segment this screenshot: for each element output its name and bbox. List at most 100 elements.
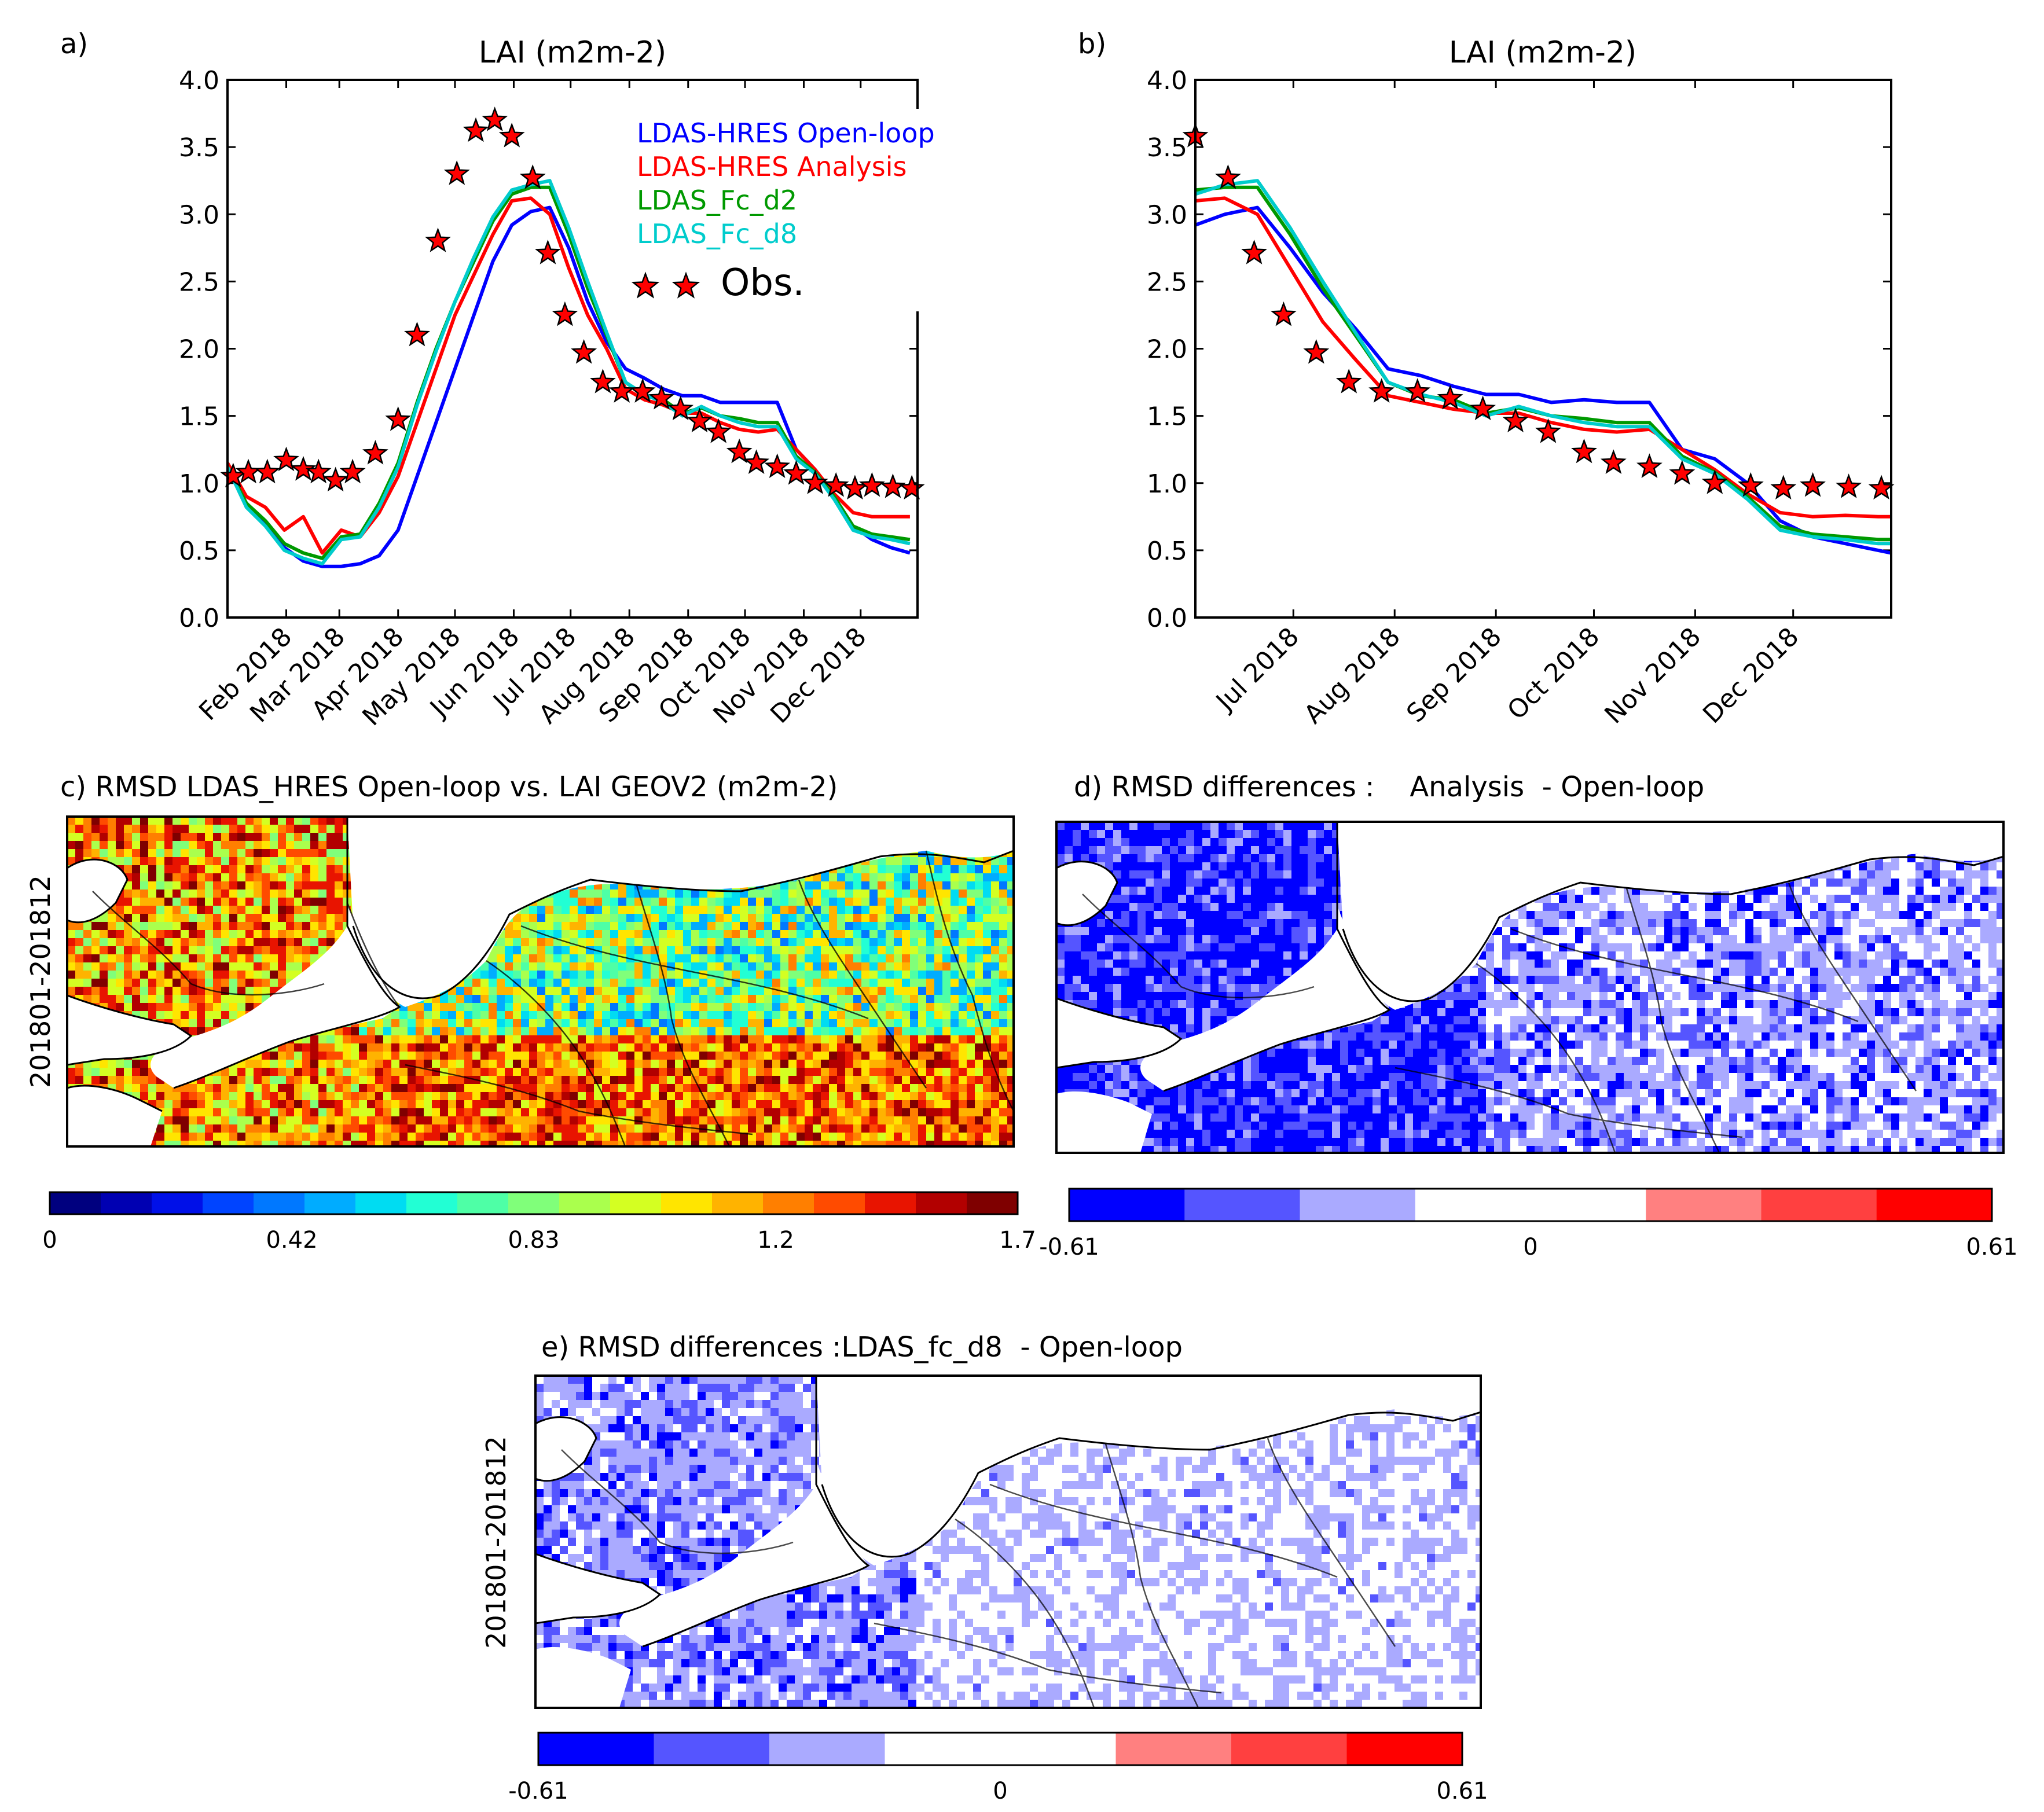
map-cell	[667, 1100, 676, 1109]
map-cell	[869, 914, 878, 922]
map-cell	[181, 1092, 189, 1101]
map-cell	[464, 1092, 473, 1101]
legend-star	[631, 271, 660, 299]
map-cell	[286, 1084, 295, 1093]
map-cell	[229, 817, 238, 825]
map-cell	[869, 1116, 878, 1125]
map-cell	[156, 898, 165, 906]
map-cell	[991, 906, 1000, 914]
map-cell	[643, 1100, 651, 1109]
map-cell	[610, 987, 619, 995]
map-cell	[667, 906, 676, 914]
map-cell	[262, 865, 270, 874]
map-cell	[788, 1092, 797, 1101]
map-cell	[318, 922, 327, 931]
map-cell	[675, 898, 684, 906]
map-cell	[926, 1100, 935, 1109]
map-cell	[813, 1003, 821, 1012]
map-cell	[189, 1019, 197, 1028]
map-cell	[894, 1092, 902, 1101]
map-cell	[959, 1076, 967, 1085]
map-cell	[643, 1011, 651, 1020]
map-cell	[780, 1043, 789, 1052]
map-cell	[910, 1141, 919, 1146]
map-cell	[732, 987, 740, 995]
map-cell	[335, 1035, 343, 1044]
map-cell	[659, 906, 667, 914]
map-cell	[173, 1100, 181, 1109]
map-cell	[926, 890, 935, 898]
map-cell	[756, 914, 765, 922]
map-cell	[659, 1052, 667, 1060]
map-cell	[813, 987, 821, 995]
map-cell	[326, 833, 335, 841]
map-cell	[237, 914, 246, 922]
map-cell	[408, 1116, 416, 1125]
map-cell	[359, 1043, 368, 1052]
map-cell	[934, 865, 943, 874]
map-cell	[983, 1084, 992, 1093]
map-cell	[918, 890, 927, 898]
map-cell	[132, 914, 141, 922]
map-cell	[213, 1108, 222, 1117]
map-cell	[869, 1011, 878, 1020]
map-cell	[156, 1092, 165, 1101]
map-cell	[869, 1092, 878, 1101]
map-cell	[586, 1100, 595, 1109]
map-cell	[578, 1100, 586, 1109]
map-cell	[788, 1060, 797, 1068]
map-cell	[715, 1011, 724, 1020]
map-cell	[748, 1084, 757, 1093]
map-cell	[140, 817, 149, 825]
map-cell	[934, 1003, 943, 1012]
map-cell	[861, 1141, 870, 1146]
map-cell	[829, 946, 838, 955]
map-cell	[869, 1141, 878, 1146]
map-cell	[886, 914, 894, 922]
map-cell	[999, 1141, 1008, 1146]
map-cell	[667, 1060, 676, 1068]
map-cell	[983, 971, 992, 979]
map-cell	[715, 906, 724, 914]
map-cell	[221, 873, 230, 882]
map-cell	[902, 1027, 911, 1036]
map-cell	[1007, 849, 1014, 858]
map-cell	[683, 971, 692, 979]
map-cell	[659, 1084, 667, 1093]
map-cell	[813, 873, 821, 882]
map-cell	[91, 995, 100, 1004]
map-cell	[805, 1084, 813, 1093]
map-cell	[391, 1092, 400, 1101]
map-cell	[408, 1068, 416, 1076]
map-cell	[562, 962, 570, 971]
map-cell	[245, 898, 254, 906]
obs-star	[1836, 473, 1862, 498]
map-cell	[480, 1116, 489, 1125]
map-cell	[570, 987, 578, 995]
map-cell	[918, 1133, 927, 1141]
map-cell	[173, 833, 181, 841]
map-cell	[286, 906, 295, 914]
map-cell	[683, 906, 692, 914]
map-cell	[788, 1011, 797, 1020]
map-cell	[772, 930, 781, 939]
map-cell	[562, 1068, 570, 1076]
map-cell	[1007, 906, 1014, 914]
map-cell	[181, 930, 189, 939]
obs-star	[552, 301, 578, 326]
map-cell	[375, 1100, 384, 1109]
obs-star	[880, 473, 906, 498]
map-cell	[318, 1035, 327, 1044]
map-cell	[675, 1133, 684, 1141]
map-cell	[594, 890, 603, 898]
map-cell	[724, 962, 732, 971]
map-cell	[440, 1035, 449, 1044]
map-cell	[975, 946, 984, 955]
map-cell	[213, 938, 222, 947]
panel-c-map: c) RMSD LDAS_HRES Open-loop vs. LAI GEOV…	[25, 771, 1036, 1254]
map-cell	[991, 995, 1000, 1004]
map-cell	[788, 1076, 797, 1085]
map-cell	[245, 833, 254, 841]
map-cell	[643, 1084, 651, 1093]
map-cell	[999, 1060, 1008, 1068]
